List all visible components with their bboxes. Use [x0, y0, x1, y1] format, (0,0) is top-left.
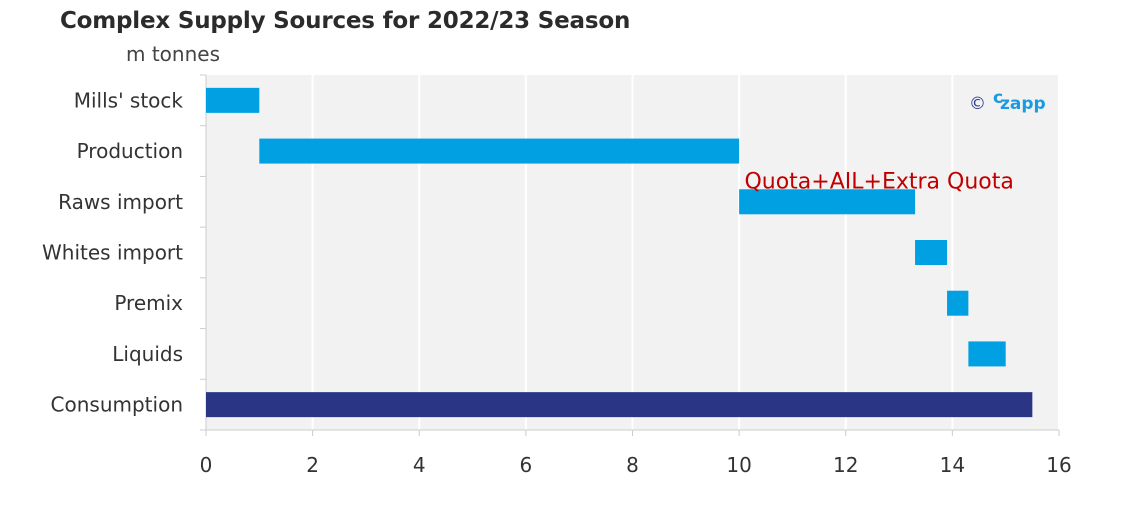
category-label: Raws import — [58, 190, 183, 214]
bar-raws-import — [739, 189, 916, 215]
x-tick-label: 12 — [833, 453, 858, 477]
x-tick-label: 6 — [520, 453, 533, 477]
chart-title: Complex Supply Sources for 2022/23 Seaso… — [60, 8, 631, 34]
x-tick-label: 0 — [200, 453, 213, 477]
x-tick-label: 16 — [1046, 453, 1071, 477]
bar-premix — [947, 290, 969, 316]
category-label: Liquids — [112, 342, 183, 366]
x-tick-label: 2 — [306, 453, 319, 477]
category-label: Premix — [114, 291, 183, 315]
brand-superscript: c — [993, 88, 1003, 108]
category-label: Production — [77, 139, 183, 163]
brand-logo: zapp — [1000, 94, 1046, 114]
bar-mills-stock — [206, 87, 260, 113]
category-label: Mills' stock — [74, 88, 184, 112]
category-label: Whites import — [42, 241, 183, 265]
x-tick-label: 8 — [626, 453, 639, 477]
x-tick-label: 14 — [940, 453, 965, 477]
bar-whites-import — [915, 240, 948, 265]
bar-consumption — [206, 392, 1033, 418]
annotation-label: Quota+AIL+Extra Quota — [744, 169, 1013, 194]
copyright-symbol: © — [969, 94, 986, 114]
bar-production — [259, 138, 740, 164]
bar-liquids — [968, 341, 1006, 367]
x-tick-label: 4 — [413, 453, 426, 477]
category-label: Consumption — [51, 393, 183, 417]
unit-label: m tonnes — [126, 42, 220, 66]
x-tick-label: 10 — [726, 453, 751, 477]
